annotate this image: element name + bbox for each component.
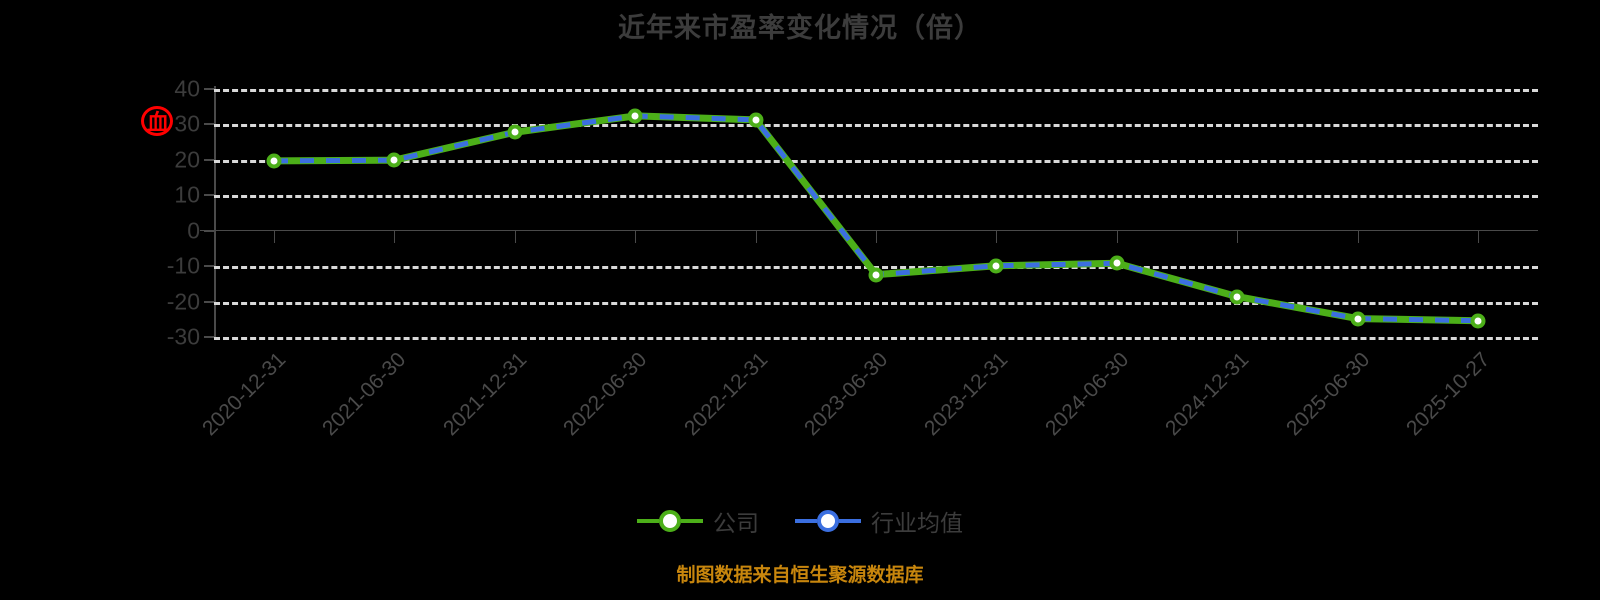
legend-marker-icon [817,510,839,532]
x-tick-mark [876,231,877,243]
data-point-marker[interactable] [627,108,643,124]
y-tick-mark [204,88,214,90]
x-tick-mark [1237,231,1239,243]
stamp-glyph: 血 [146,111,169,136]
data-point-marker[interactable] [266,153,282,169]
y-tick-label: -20 [166,288,200,315]
legend-item-company[interactable]: 公司 [637,504,759,538]
grid-line [214,124,1538,128]
y-tick-label: 0 [187,217,200,244]
x-tick-mark [274,231,275,243]
y-tick-mark [204,229,214,232]
stamp-ring-icon [141,106,173,136]
data-point-marker[interactable] [386,152,402,168]
legend-label: 行业均值 [871,510,963,536]
legend: 公司 行业均值 [0,504,1600,538]
data-point-marker[interactable] [1109,255,1125,271]
x-tick-mark [635,231,637,243]
y-tick-mark [204,300,214,303]
legend-line-segment [681,519,703,523]
red-stamp-watermark: 血 [140,103,176,139]
data-point-marker[interactable] [1350,311,1366,327]
footer-source-note: 制图数据来自恒生聚源数据库 [676,565,924,586]
y-tick-mark [204,158,214,161]
y-tick-label: 10 [174,181,200,208]
x-tick-mark [1116,231,1118,243]
page-title: 近年来市盈率变化情况（倍） [618,13,982,43]
plot-area [214,89,1538,337]
y-tick-label: -10 [166,252,200,279]
data-point-marker[interactable] [1470,313,1486,329]
grid-line [214,159,1538,163]
x-tick-mark [755,231,757,243]
x-tick-mark [1357,231,1359,243]
y-tick-label: 40 [174,75,200,102]
y-tick-mark [204,194,214,197]
y-tick-mark [204,265,214,268]
legend-line-segment [637,519,659,523]
x-tick-mark [1478,231,1479,243]
data-point-marker[interactable] [507,124,523,140]
y-tick-label: 30 [174,110,200,137]
data-point-marker[interactable] [868,267,884,283]
legend-line-segment [839,519,861,523]
grid-line [214,337,1538,340]
series-line-industry [273,113,1479,324]
legend-line-segment [795,519,817,523]
y-tick-label: 20 [174,146,200,173]
data-point-marker[interactable] [988,258,1004,274]
x-axis-zero-line [200,230,1538,231]
grid-line [214,195,1538,199]
y-tick-label: -30 [166,323,200,350]
y-tick-mark [204,336,214,338]
data-point-marker[interactable] [1229,289,1245,305]
legend-marker-icon [659,510,681,532]
grid-line [214,89,1538,92]
x-tick-mark [394,231,396,243]
series-lines [273,112,1479,325]
y-tick-mark [204,123,214,126]
y-axis-line [214,86,216,340]
x-tick-mark [514,231,516,243]
legend-label: 公司 [713,510,759,536]
legend-item-industry-average[interactable]: 行业均值 [795,504,963,538]
grid-line [214,301,1538,305]
data-point-marker[interactable] [748,112,764,128]
x-tick-mark [996,231,998,243]
